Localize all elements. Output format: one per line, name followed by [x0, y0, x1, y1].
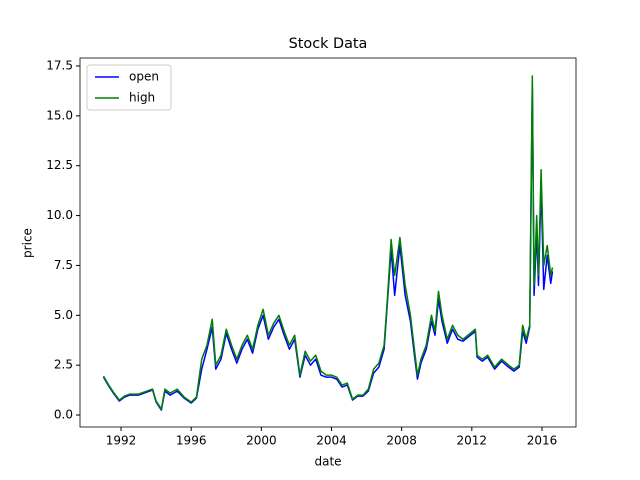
x-tick-label: 1992 — [106, 434, 137, 448]
x-tick-label: 2000 — [246, 434, 277, 448]
y-tick-label: 0.0 — [54, 408, 73, 422]
y-tick-label: 7.5 — [54, 258, 73, 272]
y-tick-label: 12.5 — [46, 158, 73, 172]
y-tick-label: 15.0 — [46, 108, 73, 122]
y-axis-label: price — [21, 228, 35, 258]
y-tick-label: 10.0 — [46, 208, 73, 222]
legend-label: high — [129, 91, 155, 105]
legend-label: open — [129, 70, 159, 84]
chart-title: Stock Data — [289, 36, 368, 52]
plot-frame — [79, 57, 577, 428]
y-tick-label: 5.0 — [54, 308, 73, 322]
x-tick-label: 2004 — [316, 434, 347, 448]
x-tick-label: 2016 — [527, 434, 558, 448]
x-tick-label: 2008 — [386, 434, 417, 448]
y-tick-label: 17.5 — [46, 58, 73, 72]
x-tick-label: 2012 — [457, 434, 488, 448]
x-tick-label: 1996 — [176, 434, 207, 448]
x-axis-label: date — [314, 455, 341, 469]
data-line — [102, 75, 554, 410]
y-tick-label: 2.5 — [54, 358, 73, 372]
